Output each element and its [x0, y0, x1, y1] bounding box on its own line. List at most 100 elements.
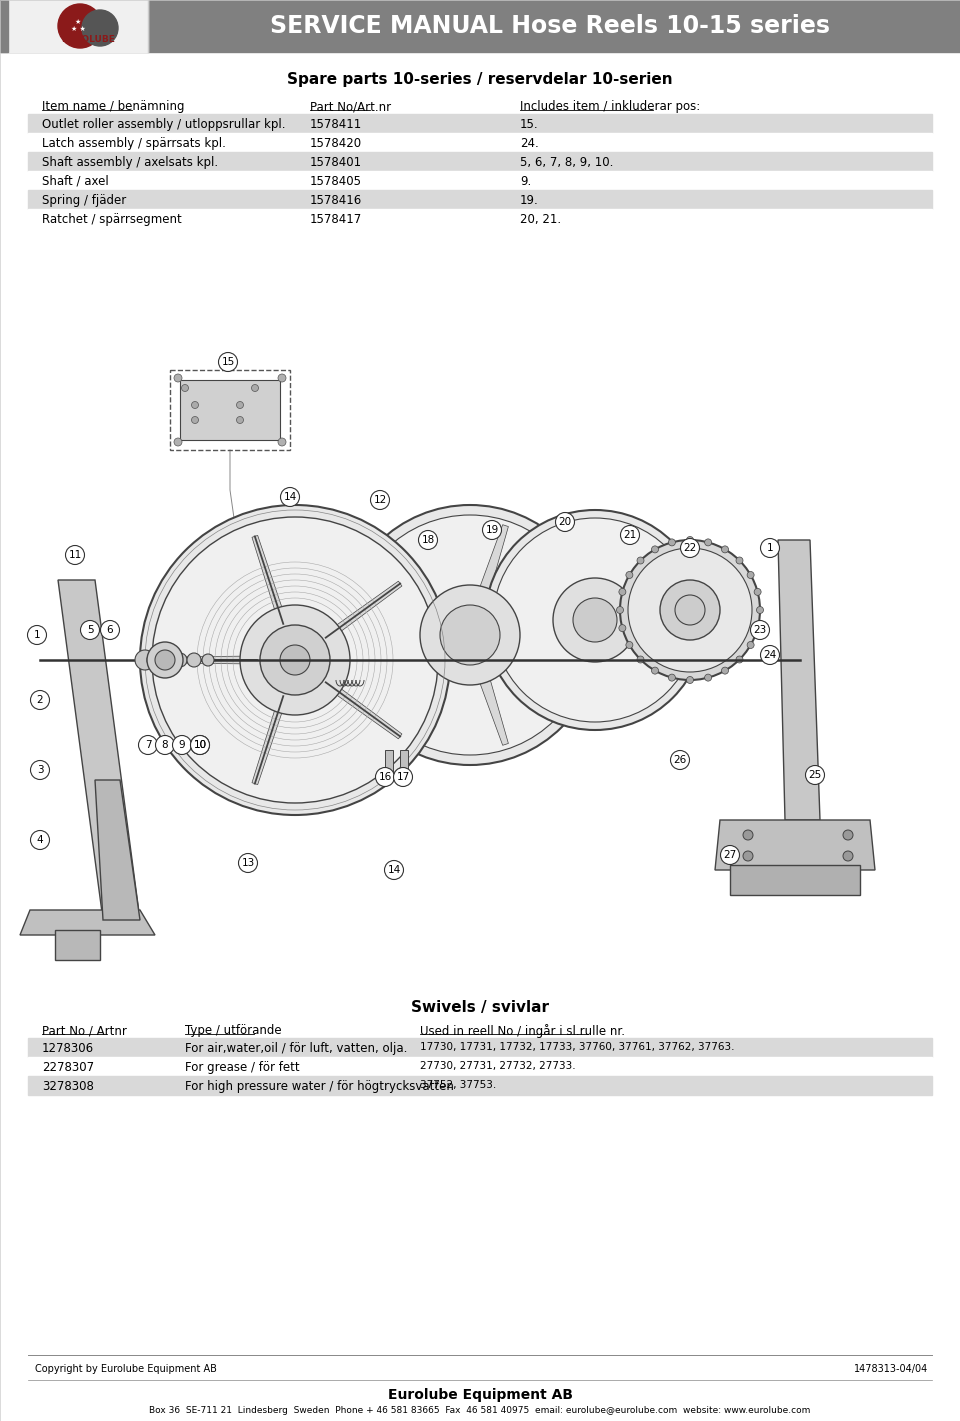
Text: Part No / Artnr: Part No / Artnr: [42, 1025, 127, 1037]
Circle shape: [760, 539, 780, 557]
Circle shape: [843, 830, 853, 840]
Text: 4: 4: [36, 836, 43, 845]
Text: 1578417: 1578417: [310, 213, 362, 226]
Text: 20, 21.: 20, 21.: [520, 213, 562, 226]
Circle shape: [626, 571, 633, 578]
Circle shape: [616, 607, 623, 614]
Bar: [28, 152, 932, 171]
Text: 12: 12: [373, 495, 387, 504]
Text: 5: 5: [86, 625, 93, 635]
Circle shape: [736, 657, 743, 664]
Circle shape: [736, 557, 743, 564]
Circle shape: [174, 374, 182, 382]
Circle shape: [756, 607, 763, 614]
Circle shape: [705, 539, 711, 546]
Bar: [385, 750, 393, 779]
Polygon shape: [474, 524, 509, 605]
Text: 1578411: 1578411: [310, 118, 362, 131]
Circle shape: [31, 760, 50, 780]
Circle shape: [190, 736, 209, 755]
Text: Item name / benämning: Item name / benämning: [42, 99, 184, 114]
Circle shape: [686, 537, 693, 543]
Text: SERVICE MANUAL Hose Reels 10-15 series: SERVICE MANUAL Hose Reels 10-15 series: [270, 14, 830, 38]
Circle shape: [236, 416, 244, 423]
Bar: [28, 114, 932, 134]
Circle shape: [260, 625, 330, 695]
Circle shape: [155, 649, 175, 669]
Text: 15.: 15.: [520, 118, 539, 131]
Text: Outlet roller assembly / utloppsrullar kpl.: Outlet roller assembly / utloppsrullar k…: [42, 118, 285, 131]
Circle shape: [173, 654, 187, 666]
Bar: [28, 209, 932, 227]
Circle shape: [573, 598, 617, 642]
Circle shape: [721, 845, 739, 864]
Text: 11: 11: [68, 550, 82, 560]
Text: 8: 8: [161, 740, 168, 750]
Text: 27730, 27731, 27732, 27733.: 27730, 27731, 27732, 27733.: [420, 1061, 576, 1071]
Circle shape: [280, 487, 300, 506]
Circle shape: [138, 736, 157, 755]
Polygon shape: [95, 780, 140, 919]
Circle shape: [238, 854, 257, 872]
Circle shape: [628, 549, 752, 672]
Circle shape: [147, 642, 183, 678]
Text: 21: 21: [623, 530, 636, 540]
Bar: [180, 379, 280, 441]
Text: 5, 6, 7, 8, 9, 10.: 5, 6, 7, 8, 9, 10.: [520, 156, 613, 169]
Circle shape: [760, 645, 780, 665]
Text: Copyright by Eurolube Equipment AB: Copyright by Eurolube Equipment AB: [35, 1364, 217, 1374]
Text: 25: 25: [808, 770, 822, 780]
Circle shape: [161, 654, 175, 666]
Text: 16: 16: [378, 772, 392, 782]
Text: EUROLUBE: EUROLUBE: [61, 36, 115, 44]
Text: Includes item / inkluderar pos:: Includes item / inkluderar pos:: [520, 99, 700, 114]
Polygon shape: [375, 649, 446, 705]
Circle shape: [191, 402, 199, 408]
Polygon shape: [324, 679, 402, 739]
Circle shape: [686, 676, 693, 684]
Circle shape: [747, 641, 755, 648]
Text: 24: 24: [763, 649, 777, 659]
Circle shape: [743, 830, 753, 840]
Text: 14: 14: [388, 865, 400, 875]
Circle shape: [28, 625, 46, 645]
Circle shape: [135, 649, 155, 669]
Text: 1: 1: [767, 543, 774, 553]
Text: 19.: 19.: [520, 195, 539, 207]
Circle shape: [219, 352, 237, 371]
Text: 9: 9: [179, 740, 185, 750]
Text: Box 36  SE-711 21  Lindesberg  Sweden  Phone + 46 581 83665  Fax  46 581 40975  : Box 36 SE-711 21 Lindesberg Sweden Phone…: [150, 1405, 810, 1415]
Text: 19: 19: [486, 524, 498, 534]
Bar: [28, 190, 932, 209]
Circle shape: [755, 588, 761, 595]
Polygon shape: [778, 540, 820, 820]
Circle shape: [252, 385, 258, 392]
Circle shape: [181, 385, 188, 392]
Text: 27: 27: [724, 850, 736, 860]
Circle shape: [58, 4, 102, 48]
Bar: [170, 369, 290, 450]
Text: Latch assembly / spärrsats kpl.: Latch assembly / spärrsats kpl.: [42, 136, 226, 151]
Text: 17: 17: [396, 772, 410, 782]
Circle shape: [652, 666, 659, 674]
Text: 24.: 24.: [520, 136, 539, 151]
Text: Type / utförande: Type / utförande: [185, 1025, 281, 1037]
Text: 3278308: 3278308: [42, 1080, 94, 1093]
Bar: [400, 750, 408, 779]
Circle shape: [278, 438, 286, 446]
Circle shape: [371, 490, 390, 510]
Text: 3: 3: [36, 764, 43, 774]
Polygon shape: [252, 536, 287, 625]
Circle shape: [755, 625, 761, 631]
Text: 1478313-04/04: 1478313-04/04: [853, 1364, 928, 1374]
Text: Eurolube Equipment AB: Eurolube Equipment AB: [388, 1388, 572, 1403]
Circle shape: [140, 504, 450, 816]
Text: Shaft assembly / axelsats kpl.: Shaft assembly / axelsats kpl.: [42, 156, 218, 169]
Circle shape: [173, 736, 191, 755]
Circle shape: [147, 652, 163, 668]
Text: For grease / för fett: For grease / för fett: [185, 1061, 300, 1074]
Polygon shape: [730, 865, 860, 895]
Circle shape: [619, 625, 626, 631]
Polygon shape: [474, 665, 509, 745]
Circle shape: [156, 736, 175, 755]
